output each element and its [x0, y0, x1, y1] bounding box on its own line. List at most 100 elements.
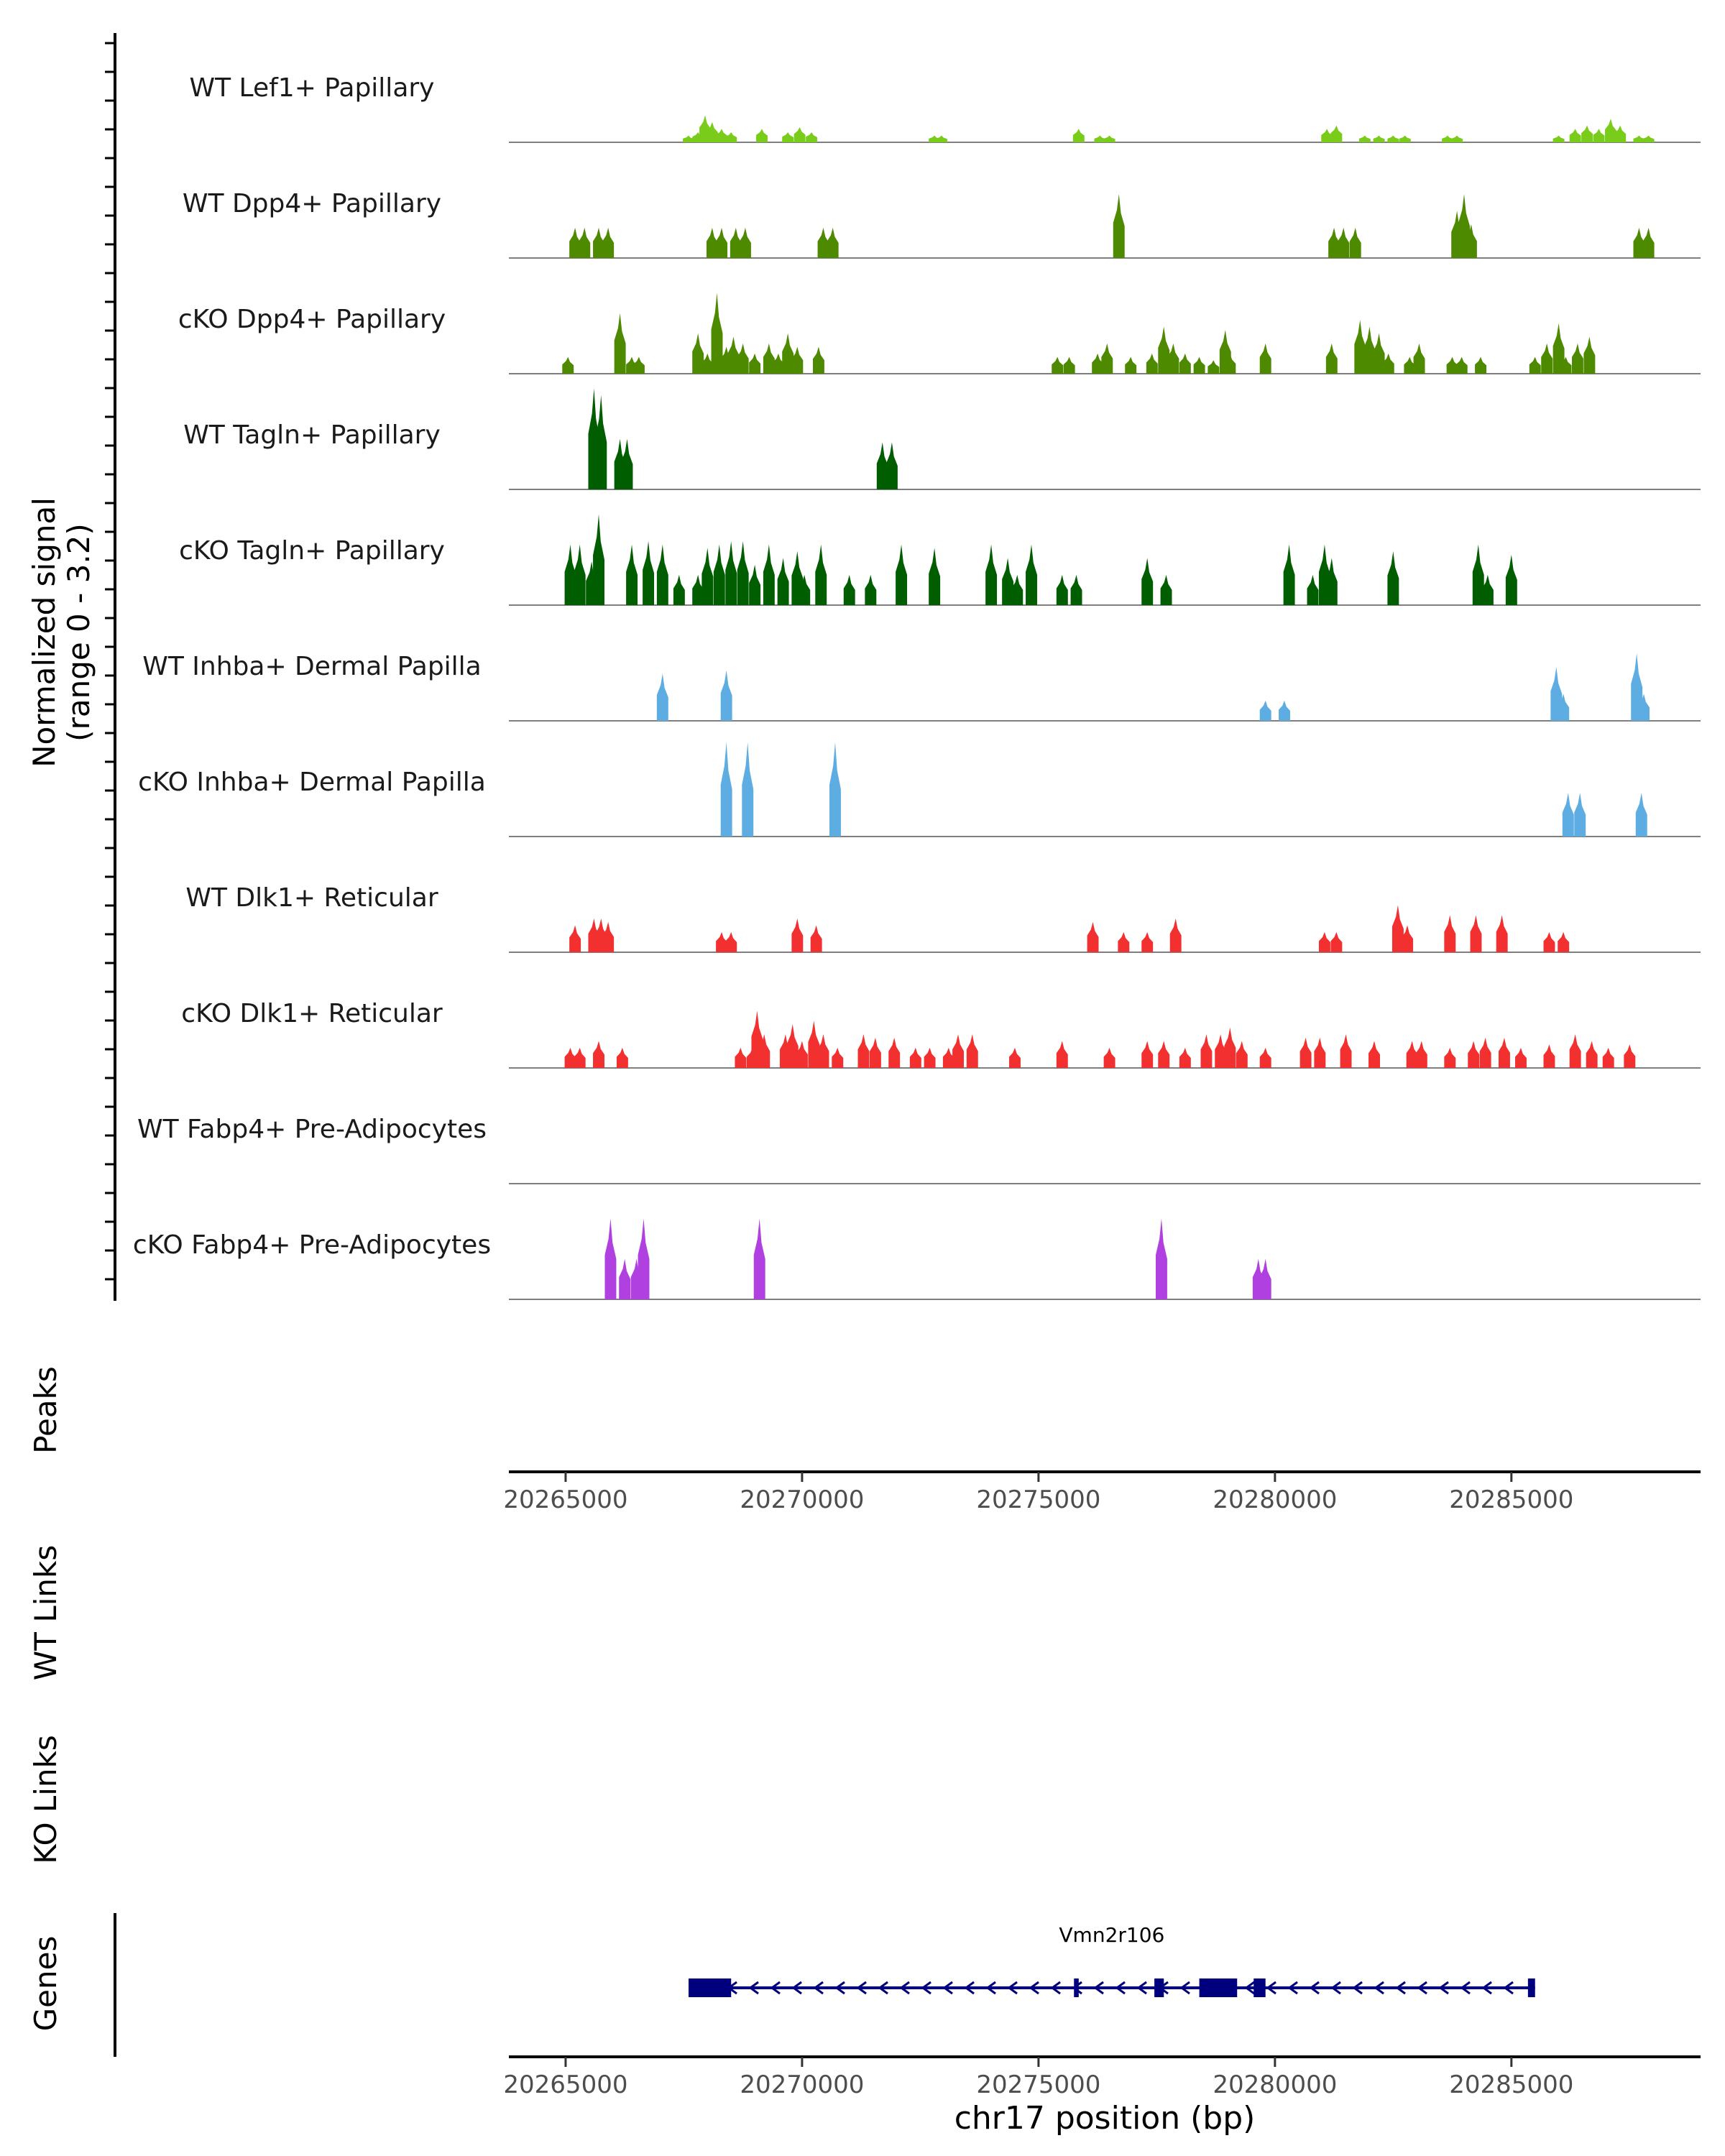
signal-peak — [1475, 356, 1487, 374]
signal-peak — [1373, 333, 1385, 374]
x-tick-label: 20265000 — [503, 2070, 627, 2099]
signal-peak — [1063, 356, 1075, 374]
signal-peak — [1442, 135, 1453, 142]
strand-arrow — [1179, 1981, 1190, 1995]
signal-peak — [1328, 227, 1340, 258]
signal-peak — [1552, 135, 1565, 142]
signal-peak — [1056, 574, 1068, 605]
wt-links-panel-label: WT Links — [28, 1545, 63, 1680]
signal-peak — [632, 356, 645, 374]
signal-peak — [730, 227, 742, 258]
strand-arrow — [985, 1981, 996, 1995]
signal-peak — [876, 442, 888, 489]
signal-peak — [1465, 224, 1477, 258]
signal-peak — [1103, 1047, 1116, 1068]
signal-peak — [1338, 227, 1350, 258]
x-tick-label: 20275000 — [976, 1485, 1100, 1514]
signal-peak — [1444, 915, 1456, 952]
gene-exon — [689, 1978, 732, 1997]
signal-peak — [1325, 558, 1338, 605]
signal-peak — [716, 931, 728, 952]
signal-peak — [896, 544, 908, 605]
signal-peak — [1402, 925, 1414, 952]
signal-peak — [1179, 1047, 1191, 1068]
signal-peak — [702, 353, 714, 374]
signal-peak — [1496, 915, 1508, 952]
signal-peak — [1118, 931, 1130, 952]
signal-peak — [564, 1047, 576, 1068]
signal-peak — [799, 574, 811, 605]
strand-arrow — [1417, 1981, 1427, 1995]
signal-peak — [604, 1218, 617, 1299]
signal-peak — [1101, 343, 1113, 374]
signal-peak — [843, 574, 855, 605]
signal-peak — [1451, 135, 1463, 142]
signal-peak — [794, 126, 806, 142]
signal-peak — [737, 343, 749, 374]
signal-peak — [725, 931, 737, 952]
signal-peak — [812, 346, 824, 374]
signal-peak — [1415, 1041, 1427, 1068]
gene-track: Vmn2r106 — [689, 1923, 1535, 1997]
strand-arrow — [1072, 1981, 1082, 1995]
signal-peak — [621, 438, 633, 489]
signal-peak — [1224, 353, 1236, 374]
signal-peak — [777, 558, 789, 605]
strand-arrow — [1136, 1981, 1147, 1995]
signal-peak — [1009, 1047, 1021, 1068]
signal-peak — [711, 292, 723, 374]
signal-peak — [763, 343, 775, 374]
strand-arrow — [921, 1981, 932, 1995]
strand-arrow — [813, 1981, 824, 1995]
signal-peak — [643, 540, 655, 605]
track-label: WT Fabp4+ Pre-Adipocytes — [137, 1115, 487, 1144]
signal-peak — [1330, 931, 1343, 952]
y-axis-range-label: (range 0 - 3.2) — [61, 523, 96, 742]
track-9: WT Fabp4+ Pre-Adipocytes — [137, 1115, 1701, 1184]
signal-peak — [1560, 356, 1572, 374]
signal-peak — [1638, 694, 1650, 721]
strand-arrow — [1050, 1981, 1061, 1995]
signal-peak — [1146, 353, 1158, 374]
x-axis-title: chr17 position (bp) — [954, 2100, 1256, 2137]
track-label: cKO Dpp4+ Papillary — [178, 305, 446, 334]
signal-peak — [1279, 700, 1290, 721]
signal-peak — [1070, 574, 1082, 605]
track-0: WT Lef1+ Papillary — [190, 73, 1701, 143]
signal-peak — [593, 227, 604, 258]
strand-arrow — [1395, 1981, 1406, 1995]
signal-peak — [716, 227, 728, 258]
strand-arrow — [1029, 1981, 1039, 1995]
signal-peak — [1318, 931, 1330, 952]
track-label: WT Tagln+ Papillary — [183, 420, 441, 450]
signal-peak — [727, 336, 740, 374]
signal-peak — [773, 353, 784, 374]
signal-peak — [1158, 1041, 1170, 1068]
signal-peak — [1141, 1041, 1154, 1068]
track-label: WT Inhba+ Dermal Papilla — [142, 652, 481, 681]
signal-peak — [749, 353, 761, 374]
signal-peak — [1087, 921, 1099, 952]
track-3: WT Tagln+ Papillary — [183, 388, 1701, 490]
x-tick-label: 20280000 — [1213, 1485, 1337, 1514]
signal-peak — [1052, 356, 1064, 374]
genes-panel-label: Genes — [28, 1936, 63, 2032]
signal-peak — [1481, 574, 1494, 605]
signal-peak — [1330, 125, 1343, 142]
x-tick-label: 20280000 — [1213, 2070, 1337, 2099]
signal-peak — [806, 132, 818, 142]
signal-peak — [1340, 1034, 1352, 1068]
signal-peak — [626, 544, 638, 605]
signal-peak — [1259, 343, 1271, 374]
signal-peak — [1472, 544, 1484, 605]
signal-peak — [749, 564, 761, 605]
signal-peak — [740, 227, 751, 258]
signal-peak — [817, 227, 829, 258]
signal-peak — [735, 1047, 747, 1068]
signal-peak — [692, 574, 704, 605]
signal-peak — [1642, 227, 1655, 258]
signal-peak — [574, 544, 586, 605]
track-10: cKO Fabp4+ Pre-Adipocytes — [133, 1218, 1701, 1300]
strand-arrow — [1352, 1981, 1363, 1995]
track-5: WT Inhba+ Dermal Papilla — [142, 652, 1701, 722]
